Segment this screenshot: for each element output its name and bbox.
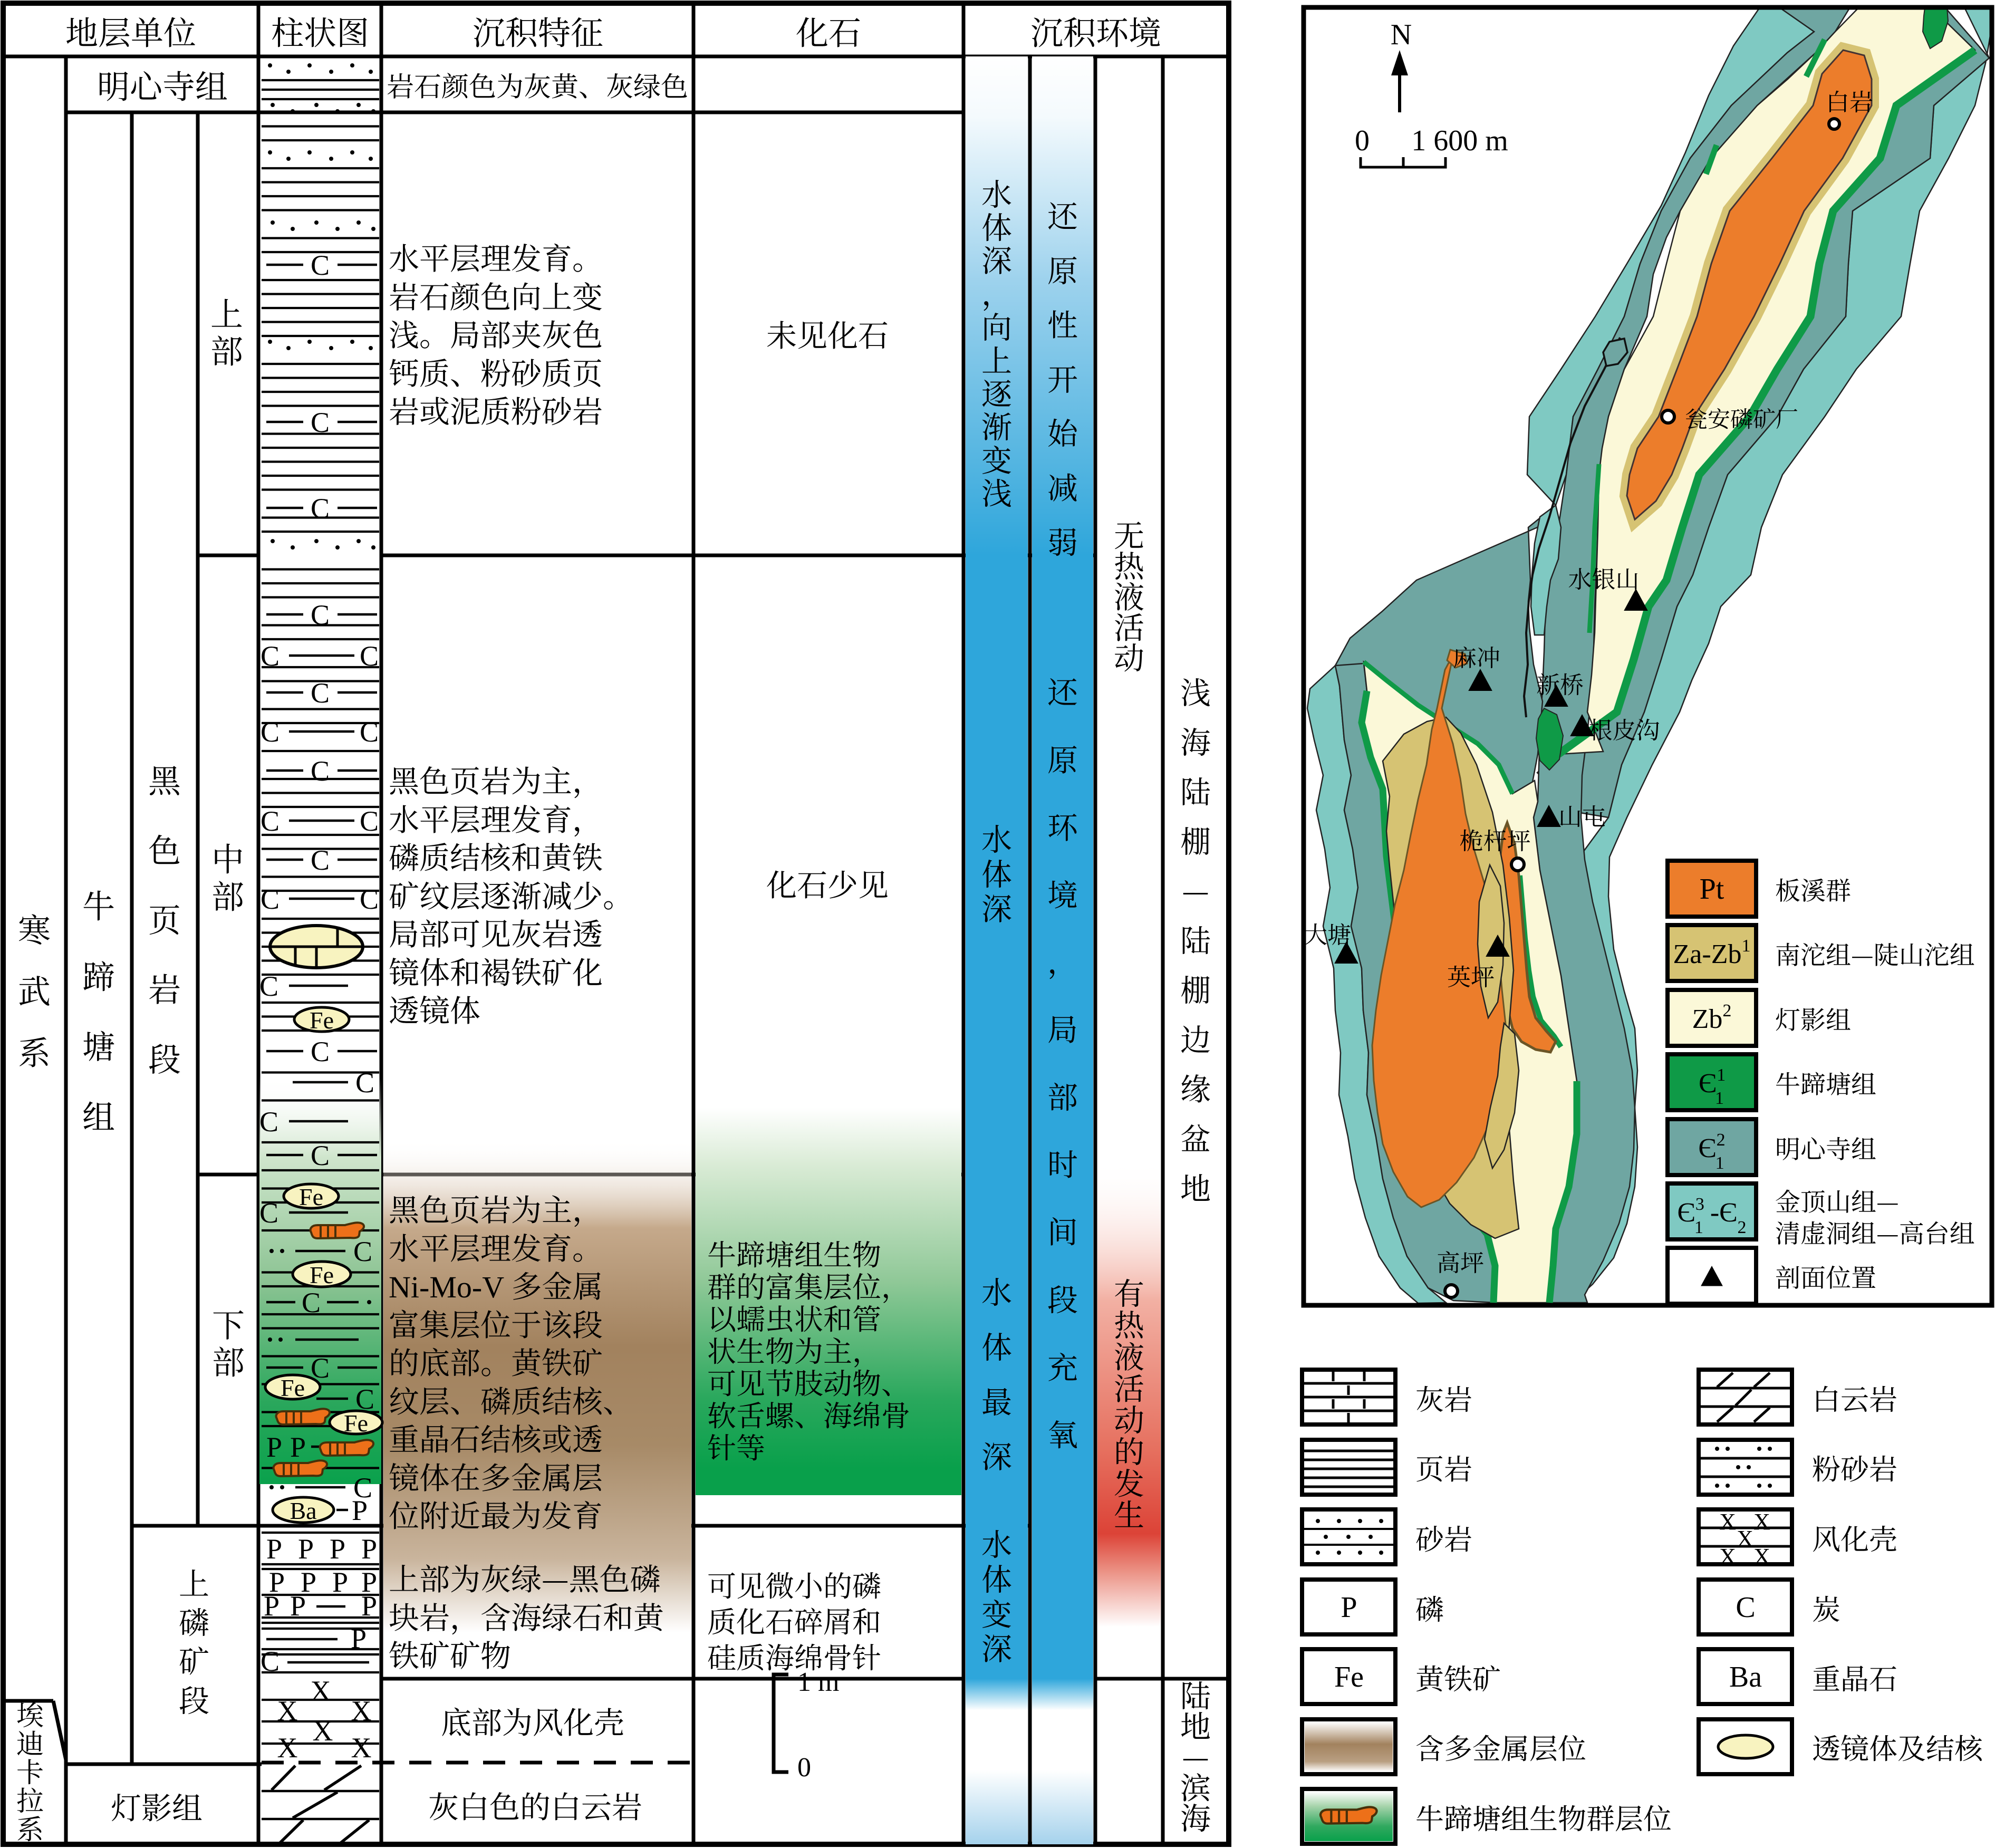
svg-text:C: C: [261, 716, 280, 748]
svg-text:C: C: [311, 1036, 330, 1067]
svg-text:0: 0: [1355, 124, 1370, 157]
svg-text:C: C: [261, 883, 280, 915]
svg-text:P: P: [361, 1533, 377, 1565]
svg-text:Ba: Ba: [290, 1497, 316, 1524]
svg-text:Fe: Fe: [281, 1374, 305, 1401]
svg-text:Za-Zb1: Za-Zb1: [1673, 936, 1751, 969]
svg-text:P: P: [361, 1566, 377, 1598]
svg-text:Fe: Fe: [344, 1410, 368, 1437]
svg-text:X: X: [277, 1695, 298, 1727]
svg-text:P: P: [266, 1533, 282, 1565]
svg-text:C: C: [355, 1067, 374, 1099]
svg-text:C: C: [302, 1287, 321, 1318]
svg-text:X: X: [351, 1732, 372, 1764]
svg-text:C: C: [261, 640, 280, 672]
svg-text:0: 0: [797, 1753, 811, 1783]
svg-text:P: P: [264, 1590, 280, 1622]
svg-text:C: C: [353, 1236, 372, 1267]
svg-text:C: C: [311, 493, 330, 524]
svg-text:C: C: [360, 716, 379, 748]
svg-text:X: X: [1737, 1526, 1753, 1552]
svg-text:P: P: [351, 1623, 367, 1654]
svg-text:P: P: [266, 1431, 282, 1463]
svg-text:P: P: [298, 1533, 314, 1565]
svg-text:C: C: [311, 844, 330, 876]
svg-text:C: C: [259, 1106, 278, 1138]
svg-text:X: X: [311, 1675, 331, 1707]
svg-text:Zb2: Zb2: [1692, 1001, 1732, 1034]
svg-text:P: P: [352, 1495, 368, 1526]
svg-text:C: C: [1736, 1591, 1755, 1624]
svg-text:Fe: Fe: [299, 1183, 323, 1210]
svg-text:1 m: 1 m: [797, 1667, 839, 1697]
svg-text:C: C: [311, 677, 330, 709]
svg-text:Fe: Fe: [1334, 1661, 1364, 1693]
svg-text:X: X: [1719, 1544, 1736, 1570]
svg-text:P: P: [361, 1590, 377, 1622]
svg-text:N: N: [1391, 18, 1412, 51]
svg-text:P: P: [301, 1566, 316, 1598]
svg-text:X: X: [277, 1732, 298, 1764]
svg-text:C: C: [360, 805, 379, 837]
svg-text:P: P: [269, 1566, 285, 1598]
svg-text:Fe: Fe: [310, 1007, 334, 1034]
svg-text:C: C: [311, 755, 330, 787]
svg-text:X: X: [1719, 1509, 1736, 1535]
svg-text:P: P: [290, 1431, 306, 1463]
svg-text:1 600 m: 1 600 m: [1411, 124, 1508, 157]
svg-text:Fe: Fe: [310, 1262, 334, 1288]
svg-text:C: C: [353, 1472, 372, 1504]
svg-text:C: C: [311, 599, 330, 631]
svg-text:C: C: [311, 407, 330, 438]
svg-text:X: X: [313, 1715, 333, 1747]
svg-text:C: C: [259, 970, 278, 1002]
svg-text:X: X: [1753, 1544, 1770, 1570]
svg-text:C: C: [311, 249, 330, 281]
svg-text:Ba: Ba: [1729, 1661, 1762, 1693]
svg-text:X: X: [1753, 1509, 1770, 1535]
svg-text:C: C: [360, 883, 379, 915]
svg-text:C: C: [261, 1645, 280, 1677]
svg-text:C: C: [360, 640, 379, 672]
svg-text:X: X: [351, 1695, 372, 1727]
svg-text:P: P: [290, 1590, 306, 1622]
svg-text:P: P: [332, 1566, 348, 1598]
svg-text:C: C: [311, 1140, 330, 1171]
svg-text:Pt: Pt: [1700, 873, 1724, 906]
svg-text:C: C: [261, 805, 280, 837]
svg-text:P: P: [1341, 1591, 1357, 1624]
svg-text:P: P: [330, 1533, 345, 1565]
svg-text:C: C: [259, 1197, 278, 1229]
